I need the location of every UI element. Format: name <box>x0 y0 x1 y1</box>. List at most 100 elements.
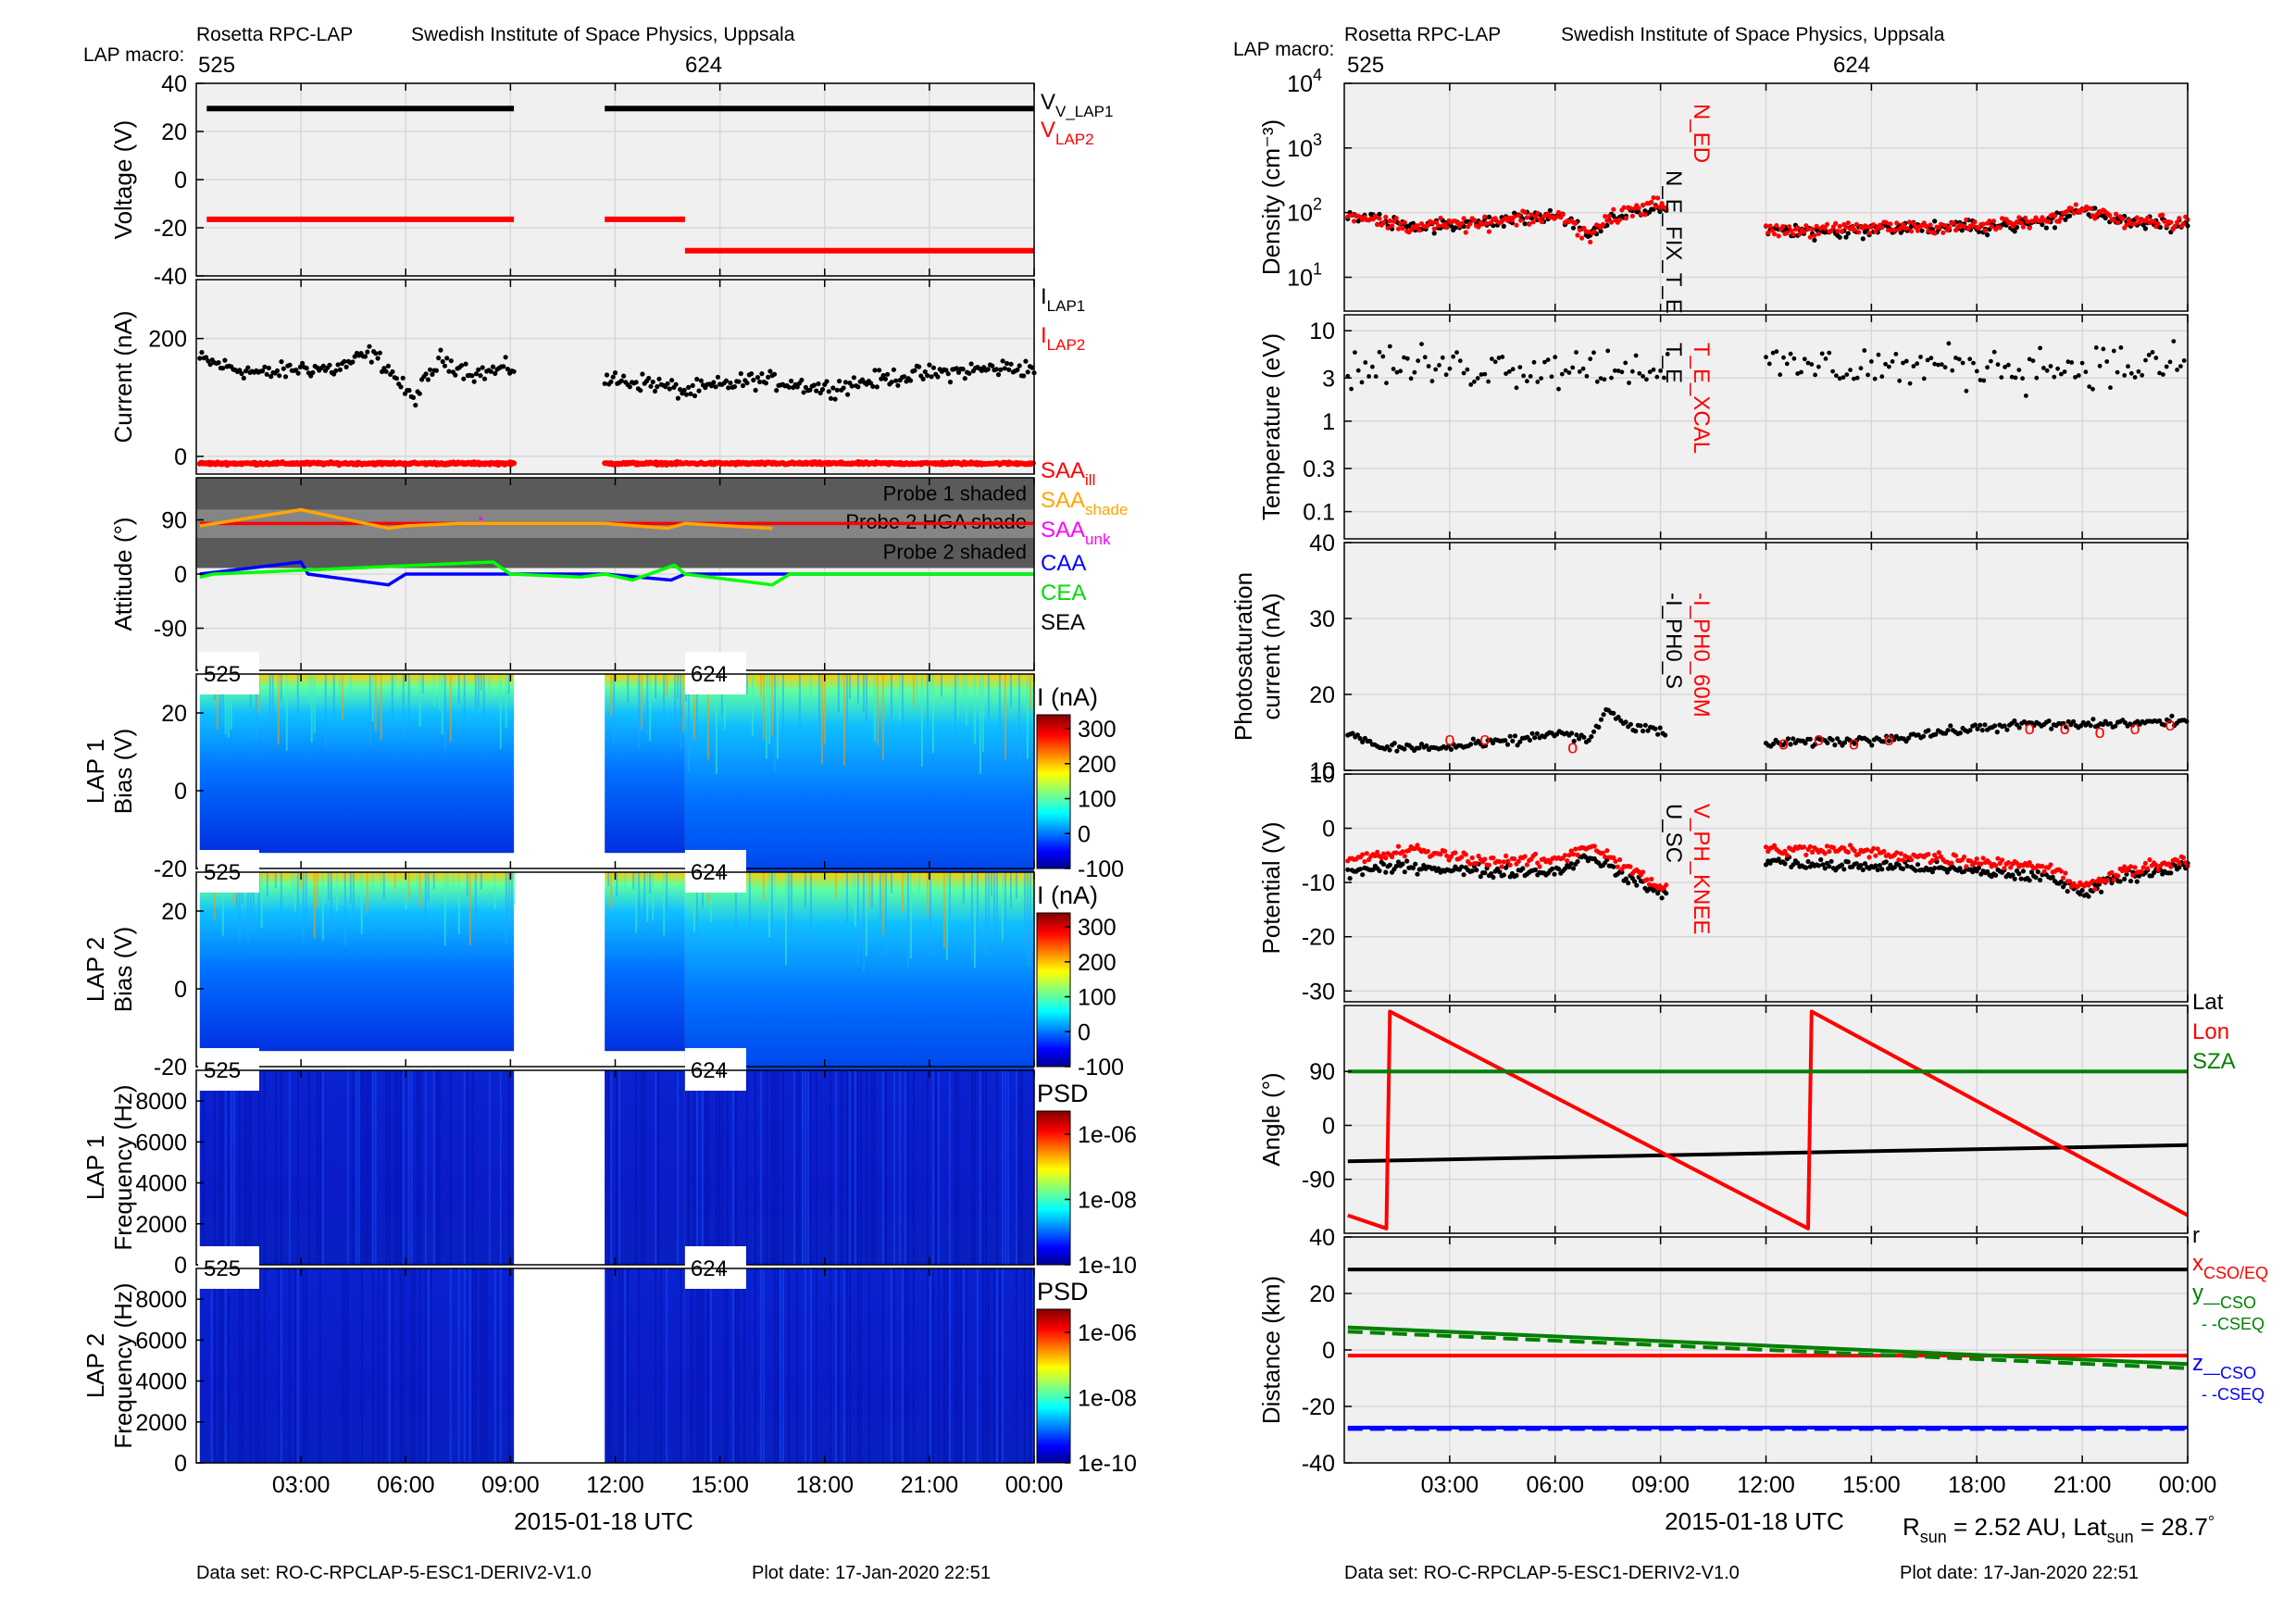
temperature-series-0 <box>1539 376 1543 381</box>
density-series-0 <box>1919 228 1925 233</box>
lap1_freq-streak <box>385 1070 388 1265</box>
current-series-0 <box>425 377 430 382</box>
potential-series-0 <box>2012 876 2017 881</box>
photosaturation-series-0 <box>1921 733 1927 739</box>
potential-series-1 <box>1936 850 1941 856</box>
lap1_freq-streak <box>449 1070 452 1265</box>
current-series-0 <box>511 369 517 374</box>
potential-series-0 <box>1478 874 1483 880</box>
current-series-0 <box>463 361 468 367</box>
lap2_freq-streak <box>618 1268 621 1463</box>
temperature-series-0 <box>1641 374 1645 379</box>
lap2_freq-colorbar-tick-label: 1e-08 <box>1078 1385 1137 1411</box>
temperature-series-0 <box>1918 355 1923 359</box>
attitude-band-label: Probe 2 HGA shade <box>845 510 1027 533</box>
lap2_freq-macro-box <box>198 1246 259 1289</box>
lap1_bias-streak <box>421 674 424 693</box>
density-series-1 <box>1776 233 1781 239</box>
photosaturation-series-0 <box>1852 741 1857 746</box>
density-series-1 <box>1431 226 1437 231</box>
density-series-0 <box>2066 213 2073 219</box>
lap2_freq-streak <box>942 1268 945 1463</box>
temperature-series-0 <box>2062 369 2067 374</box>
density-series-1 <box>2115 220 2121 226</box>
potential-series-1 <box>1873 853 1878 858</box>
temperature-series-0 <box>1946 341 1952 346</box>
photosaturation-series-0 <box>1350 731 1355 736</box>
lap1_freq-streak <box>402 1070 405 1265</box>
lap2_freq-streak <box>859 1268 862 1463</box>
lap1_freq-ytick-label: 0 <box>174 1253 187 1279</box>
current-series-0 <box>204 355 209 360</box>
density-series-1 <box>1480 221 1486 227</box>
right-xlabel: 2015-01-18 UTC <box>1665 1507 1844 1535</box>
temperature-series-0 <box>1521 373 1526 379</box>
lap2_freq-streak <box>992 1268 995 1463</box>
density-series-1 <box>1980 221 1986 227</box>
lap1_bias-colorbar-tick-label: 300 <box>1078 717 1117 743</box>
lap2_bias-streak <box>607 872 610 887</box>
density-series-0 <box>1448 223 1454 229</box>
potential-series-1 <box>1566 853 1572 858</box>
current-series-0 <box>476 367 481 372</box>
density-series-1 <box>1774 223 1779 229</box>
potential-series-0 <box>2035 869 2040 875</box>
current-series-0 <box>960 367 966 372</box>
lap2_bias-streak <box>948 872 951 916</box>
potential-series-1 <box>2130 872 2136 878</box>
potential-ytick-label: -20 <box>1302 925 1335 951</box>
current-series-0 <box>929 374 934 380</box>
potential-series-1 <box>1425 848 1430 855</box>
density-series-1 <box>1990 219 1997 224</box>
lap1_freq-streak <box>981 1070 984 1265</box>
lap1_bias-streak <box>505 674 507 728</box>
density-series-0 <box>1598 229 1603 234</box>
lap2_bias-streak <box>790 872 792 943</box>
lap2_bias-streak <box>646 872 649 923</box>
density-series-0 <box>1410 220 1416 226</box>
density-series-1 <box>1659 201 1665 206</box>
lap2_freq-streak <box>781 1268 784 1463</box>
lap1_bias-streak <box>443 674 446 749</box>
density-series-1 <box>1372 213 1378 219</box>
lap2_bias-streak <box>884 872 887 956</box>
density-series-1 <box>1780 224 1786 230</box>
potential-series-1 <box>2168 864 2174 869</box>
lap1_freq-colorbar-tick-label: 1e-06 <box>1078 1122 1137 1148</box>
current-series-0 <box>335 362 341 368</box>
potential-series-1 <box>1830 844 1836 851</box>
potential-series-1 <box>2048 862 2053 868</box>
density-series-1 <box>1560 212 1566 218</box>
lap2_freq-colorbar-label: PSD <box>1037 1278 1089 1305</box>
lap2_freq-ytick-label: 0 <box>174 1451 187 1477</box>
lap1_freq-streak <box>984 1070 987 1265</box>
xtick-label: 18:00 <box>1948 1472 2006 1498</box>
photosaturation-series-0 <box>1515 743 1520 748</box>
temperature-series-0 <box>2164 364 2169 369</box>
density-series-1 <box>1518 218 1524 223</box>
potential-series-0 <box>2099 889 2104 895</box>
potential-series-1 <box>1379 855 1384 861</box>
lap1_bias-streak <box>613 674 616 745</box>
potential-series-0 <box>2128 879 2134 884</box>
temperature-series-0 <box>1553 355 1558 360</box>
lap1_freq-streak <box>815 1070 817 1265</box>
photosaturation-series-0 <box>1360 739 1366 745</box>
photosaturation-series-0 <box>1598 717 1604 722</box>
potential-series-0 <box>2078 892 2083 897</box>
density-series-1 <box>1805 226 1811 231</box>
photosaturation-series-0 <box>1906 735 1912 741</box>
temperature-series-0 <box>1514 385 1519 391</box>
temperature-series-0 <box>1967 356 1973 362</box>
current-series-0 <box>310 369 316 375</box>
current-series-0 <box>444 356 450 361</box>
current-series-0 <box>207 362 213 368</box>
density-series-1 <box>1600 222 1605 228</box>
temperature-series-0 <box>1893 352 1899 356</box>
potential-series-1 <box>1603 854 1608 860</box>
lap1_bias-streak <box>499 674 502 749</box>
potential-ylabel: Potential (V) <box>1257 821 1285 954</box>
lap1_freq-streak <box>243 1070 246 1265</box>
current-series-0 <box>794 384 800 390</box>
density-series-1 <box>1651 194 1656 201</box>
